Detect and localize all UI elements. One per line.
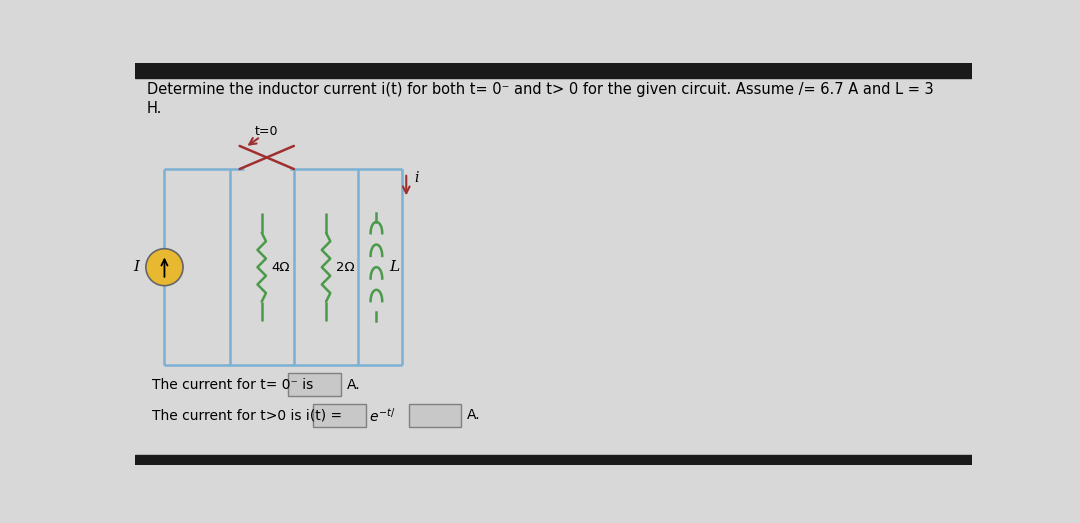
Text: L: L (389, 260, 399, 274)
Text: The current for t>0 is i(t) =: The current for t>0 is i(t) = (152, 408, 342, 423)
Text: 4Ω: 4Ω (272, 260, 291, 274)
Text: 2Ω: 2Ω (336, 260, 354, 274)
Text: A.: A. (347, 378, 361, 392)
Text: t=0: t=0 (255, 125, 279, 138)
Circle shape (146, 249, 183, 286)
Bar (135, 456, 972, 465)
Text: i: i (414, 172, 419, 185)
FancyBboxPatch shape (288, 373, 341, 396)
Text: H.: H. (147, 101, 162, 116)
Text: The current for t= 0⁻ is: The current for t= 0⁻ is (152, 378, 313, 392)
Text: I: I (134, 260, 139, 274)
FancyBboxPatch shape (408, 404, 461, 427)
Text: Determine the inductor current i(t) for both t= 0⁻ and t> 0 for the given circui: Determine the inductor current i(t) for … (147, 82, 933, 97)
Bar (135, 59, 972, 78)
Text: A.: A. (467, 408, 481, 423)
Text: $e^{-t/}$: $e^{-t/}$ (369, 406, 395, 425)
FancyBboxPatch shape (313, 404, 366, 427)
